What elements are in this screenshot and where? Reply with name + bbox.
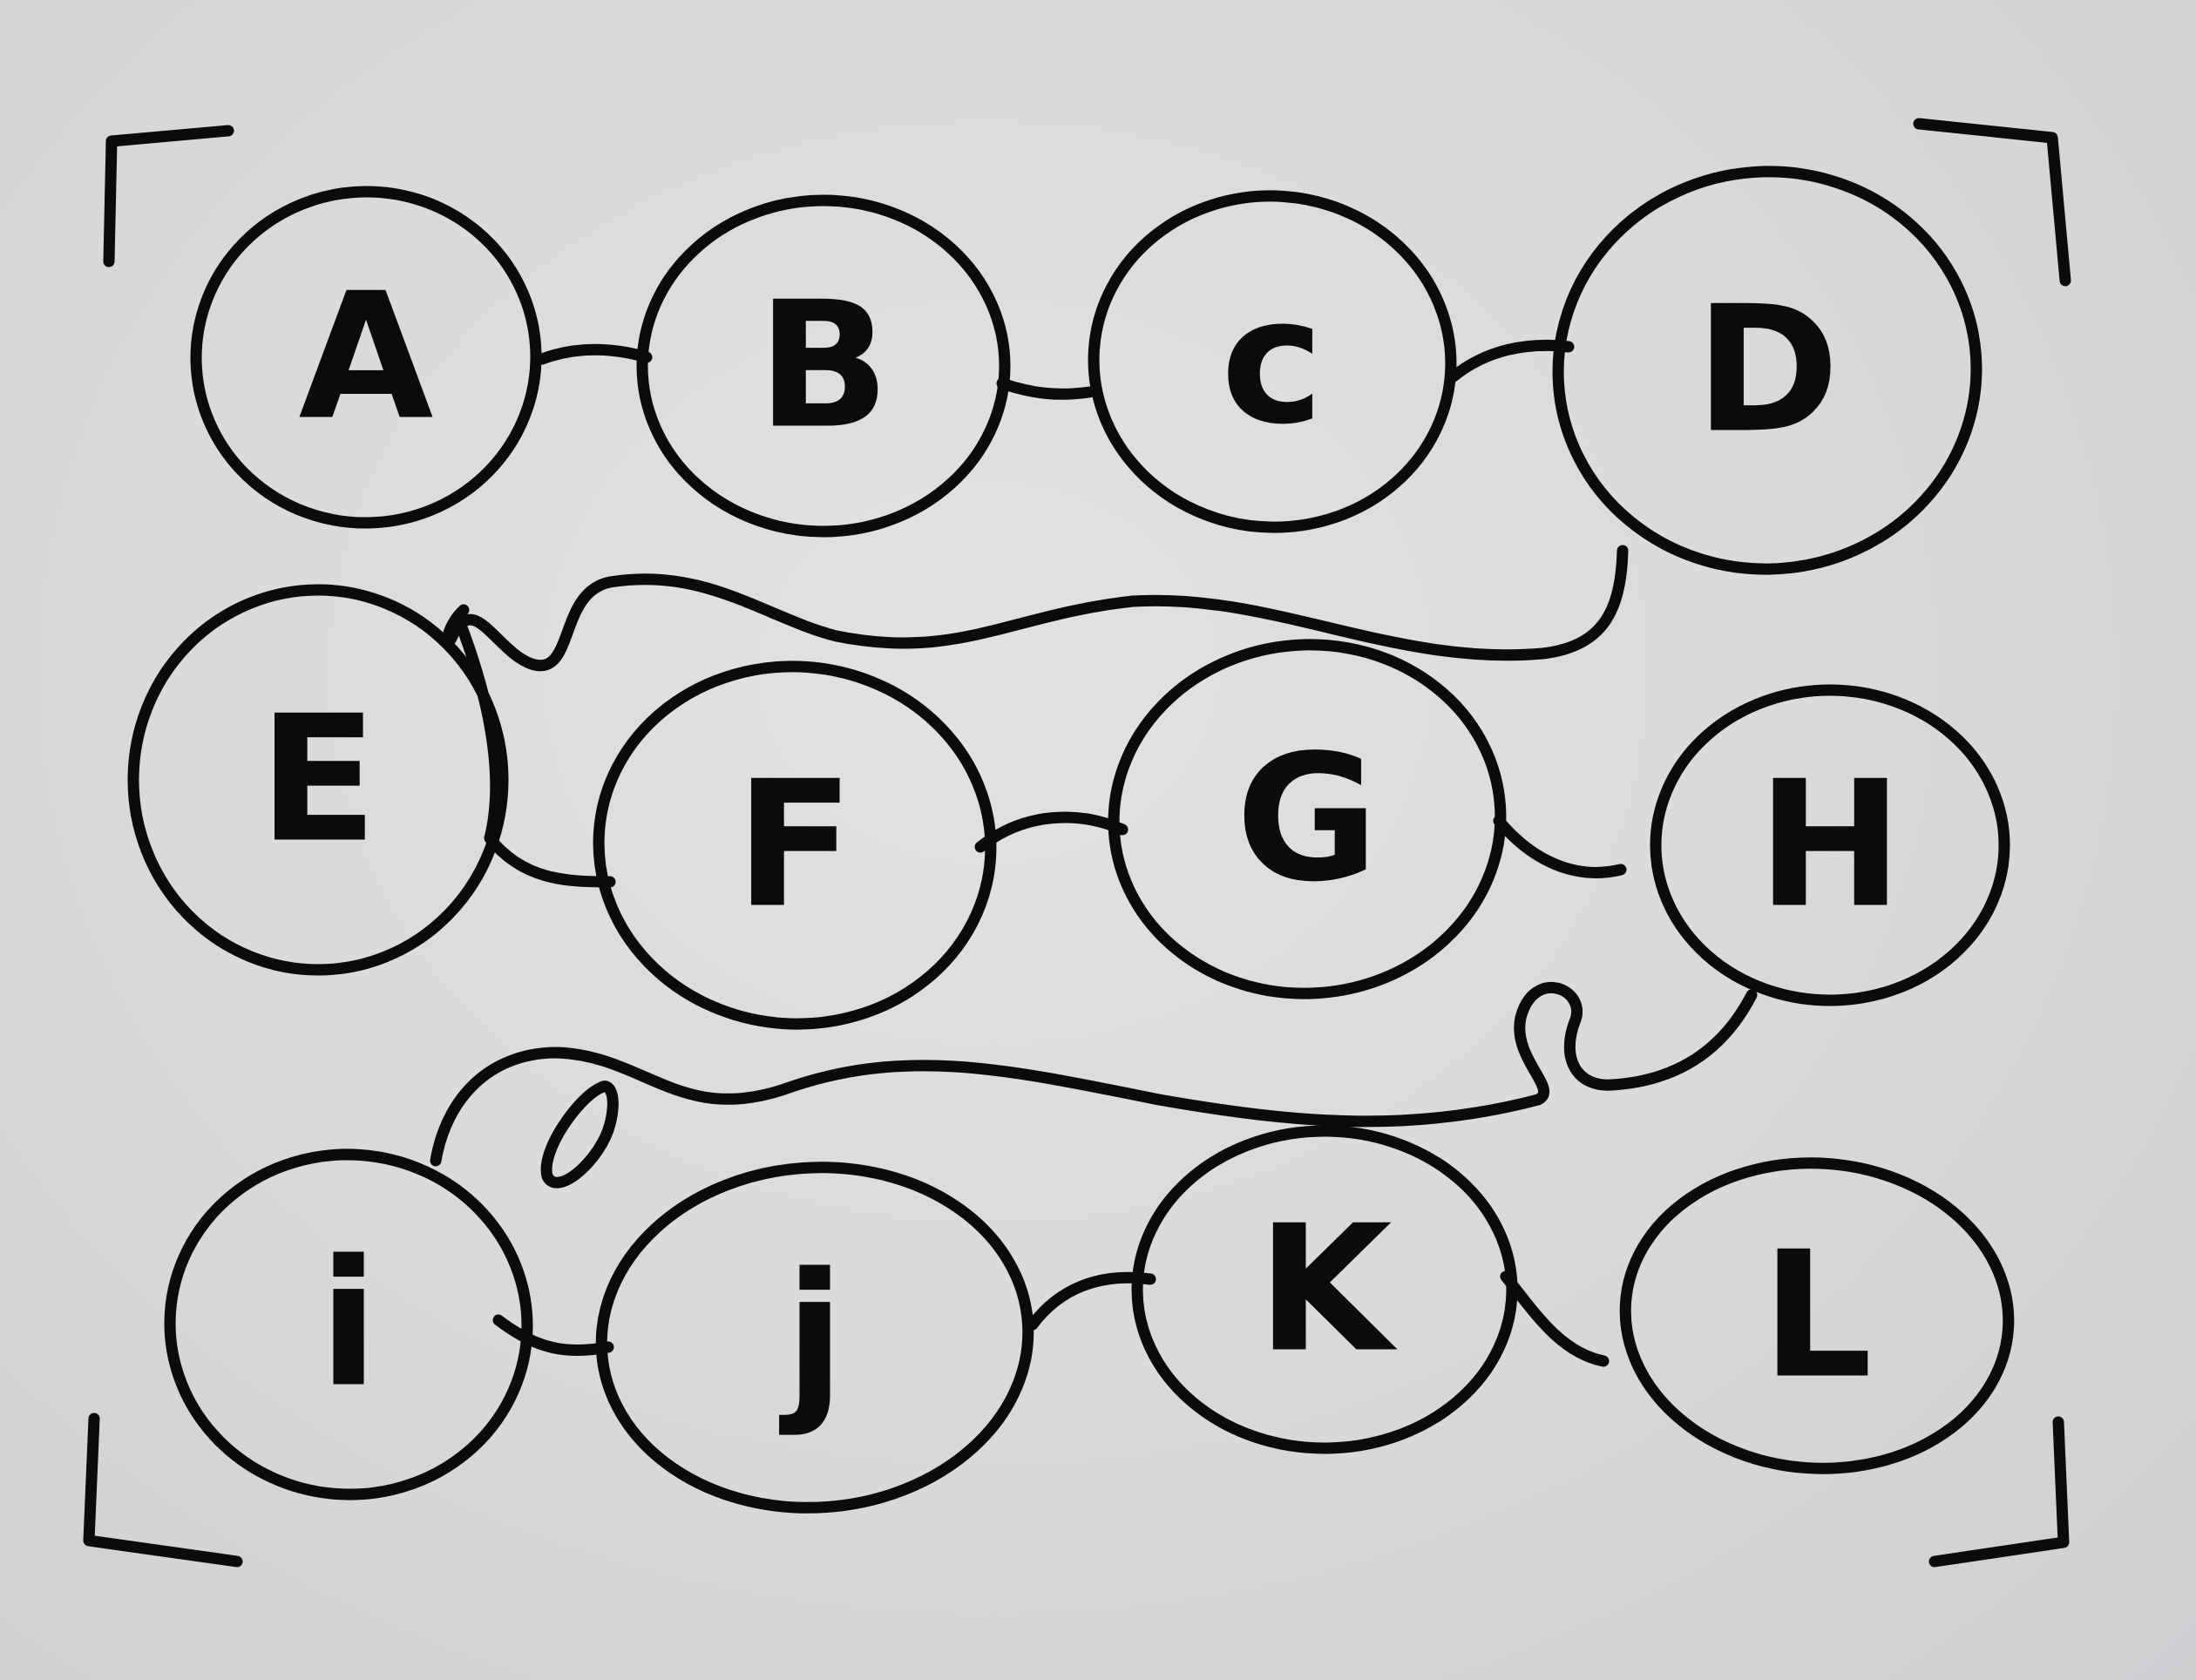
node-label-c: c	[1221, 261, 1325, 464]
node-label-j: j	[779, 1236, 845, 1440]
node-circle-k	[1131, 1125, 1518, 1454]
node-label-i: i	[319, 1223, 379, 1426]
node-g: G	[1108, 639, 1507, 999]
node-l: L	[1619, 1157, 2015, 1474]
node-h: H	[1650, 684, 2010, 1006]
node-circle-e	[127, 584, 509, 976]
connector-lines	[430, 339, 1758, 1367]
node-label-f: F	[735, 744, 855, 947]
connector-c-d	[1447, 339, 1575, 383]
node-circle-h	[1650, 684, 2010, 1006]
bracket-top-left	[103, 125, 234, 268]
connector-d-e	[442, 545, 1629, 672]
connector-f-g	[974, 811, 1128, 853]
node-circle-c	[1088, 190, 1457, 533]
node-circle-l	[1619, 1157, 2015, 1474]
node-circle-g	[1108, 639, 1507, 999]
node-circle-i	[164, 1148, 533, 1500]
node-circle-d	[1552, 166, 1982, 575]
frame-brackets	[83, 118, 2071, 1568]
bracket-bottom-right	[1928, 1416, 2070, 1568]
node-circle-b	[636, 194, 1011, 538]
node-f: F	[593, 660, 997, 1030]
connector-i-j	[492, 1314, 614, 1357]
connector-a-b	[536, 343, 653, 365]
node-circle-a	[190, 186, 542, 529]
connector-h-i	[430, 982, 1758, 1167]
bracket-top-right	[1913, 118, 2071, 287]
node-b: B	[636, 194, 1011, 538]
node-i: i	[164, 1148, 533, 1500]
node-k: K	[1131, 1125, 1518, 1454]
connector-k-l	[1500, 1270, 1610, 1367]
node-label-d: D	[1695, 269, 1840, 472]
node-e: E	[127, 584, 509, 976]
node-label-h: H	[1757, 744, 1902, 947]
connector-loop-knot	[540, 1080, 619, 1189]
node-circle-j	[595, 1162, 1034, 1514]
node-c: c	[1088, 190, 1457, 533]
connector-b-c	[996, 377, 1095, 400]
node-label-a: A	[299, 256, 434, 459]
node-label-k: K	[1257, 1189, 1399, 1392]
node-a: A	[190, 186, 542, 529]
node-label-l: L	[1761, 1215, 1872, 1418]
node-label-b: B	[757, 265, 890, 468]
connector-g-h	[1493, 815, 1627, 878]
node-label-g: G	[1236, 718, 1379, 921]
node-label-e: E	[259, 679, 378, 882]
node-d: D	[1552, 166, 1982, 575]
node-j: j	[595, 1162, 1034, 1514]
bracket-bottom-left	[83, 1412, 243, 1568]
node-circle-f	[593, 660, 997, 1030]
